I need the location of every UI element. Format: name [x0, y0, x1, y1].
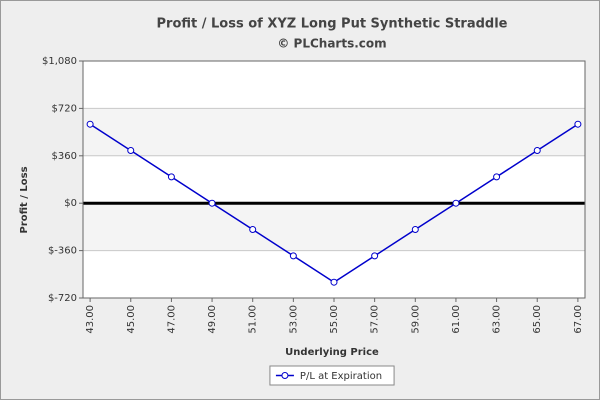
- data-point: [330, 278, 338, 286]
- plot-area: [83, 61, 585, 298]
- x-axis-title: Underlying Price: [285, 347, 379, 358]
- x-tick-label: 63.00: [492, 305, 503, 334]
- y-tick-label: $-720: [48, 293, 77, 304]
- x-tick-label: 45.00: [126, 305, 137, 334]
- x-tick-label: 53.00: [288, 305, 299, 334]
- x-tick-label: 59.00: [410, 305, 421, 334]
- plot-border: [82, 60, 586, 299]
- legend-box: [269, 365, 395, 386]
- data-point: [371, 252, 379, 260]
- x-tick-label: 55.00: [329, 305, 340, 334]
- data-point: [167, 173, 175, 181]
- x-tick-label: 67.00: [573, 305, 584, 334]
- data-point: [493, 173, 501, 181]
- data-point: [86, 120, 94, 128]
- data-point: [208, 199, 216, 207]
- legend-marker: [281, 372, 289, 379]
- chart-title: Profit / Loss of XYZ Long Put Synthetic …: [157, 17, 508, 32]
- x-tick-label: 57.00: [370, 305, 381, 334]
- y-axis-title: Profit / Loss: [19, 166, 30, 233]
- data-point: [249, 226, 257, 234]
- data-point: [533, 147, 541, 155]
- x-tick-label: 51.00: [248, 305, 259, 334]
- data-point: [452, 199, 460, 207]
- data-point: [289, 252, 297, 260]
- x-tick-label: 47.00: [166, 305, 177, 334]
- chart-subtitle: © PLCharts.com: [277, 37, 386, 51]
- legend: P/L at Expiration: [269, 365, 395, 386]
- data-point: [574, 120, 582, 128]
- grid-band: [83, 108, 585, 156]
- x-tick-label: 65.00: [532, 305, 543, 334]
- y-tick-label: $1,080: [42, 56, 77, 67]
- y-tick-label: $720: [52, 103, 77, 114]
- data-point: [127, 147, 135, 155]
- grid-band: [83, 203, 585, 251]
- y-tick-label: $-360: [48, 246, 77, 257]
- x-tick-label: 43.00: [85, 305, 96, 334]
- x-tick-label: 61.00: [451, 305, 462, 334]
- data-point: [411, 226, 419, 234]
- x-tick-label: 49.00: [207, 305, 218, 334]
- legend-label: P/L at Expiration: [300, 371, 382, 382]
- y-tick-label: $360: [52, 151, 77, 162]
- y-tick-label: $0: [64, 198, 77, 209]
